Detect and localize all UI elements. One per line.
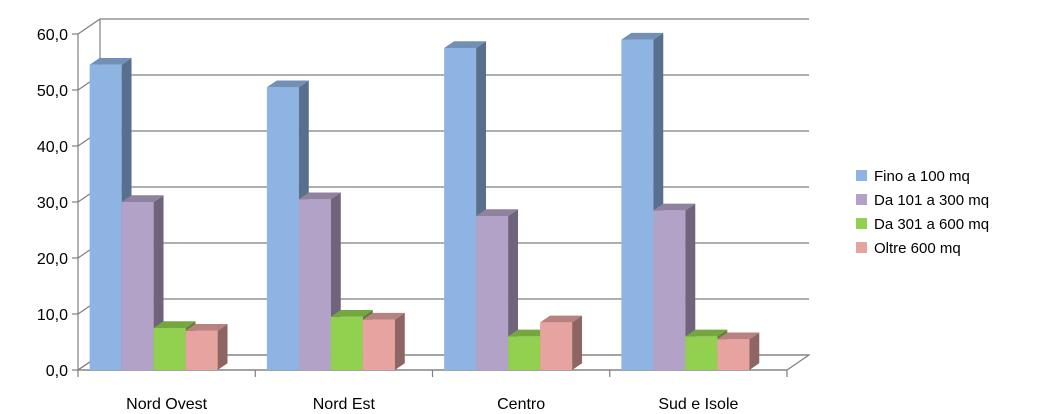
x-category-label: Nord Est	[313, 396, 376, 413]
legend-label: Da 101 a 300 mq	[874, 192, 989, 209]
legend: Fino a 100 mq Da 101 a 300 mq Da 301 a 600…	[856, 168, 989, 257]
x-category-label: Sud e Isole	[658, 396, 738, 413]
bars	[89, 32, 760, 371]
legend-label: Da 301 a 600 mq	[874, 216, 989, 233]
y-tick-label: 50,0	[37, 83, 68, 100]
gridlines	[77, 18, 809, 371]
y-tick-label: 20,0	[37, 251, 68, 268]
x-category-labels: Nord Ovest Nord Est Centro Sud e Isole	[126, 396, 738, 413]
bar	[717, 332, 760, 370]
bar-group	[266, 80, 405, 370]
y-tick-label: 40,0	[37, 139, 68, 156]
legend-label: Fino a 100 mq	[874, 168, 970, 185]
y-tick-label: 0,0	[46, 363, 68, 380]
bar	[362, 312, 405, 370]
x-category-label: Nord Ovest	[126, 396, 207, 413]
bar	[476, 209, 519, 370]
bar	[653, 203, 696, 370]
gridline-side	[77, 18, 101, 35]
y-tick-label: 30,0	[37, 195, 68, 212]
bar	[540, 315, 583, 370]
y-tick-label: 10,0	[37, 307, 68, 324]
legend-item: Da 301 a 600 mq	[856, 216, 989, 233]
bar-group	[89, 58, 228, 371]
legend-item: Oltre 600 mq	[856, 240, 961, 257]
y-tick-labels: 0,0 10,0 20,0 30,0 40,0 50,0 60,0	[37, 27, 68, 380]
bar	[185, 324, 228, 370]
y-tick-label: 60,0	[37, 27, 68, 44]
legend-label: Oltre 600 mq	[874, 240, 961, 257]
bar-group	[621, 32, 760, 370]
legend-item: Da 101 a 300 mq	[856, 192, 989, 209]
bar	[121, 195, 164, 370]
legend-item: Fino a 100 mq	[856, 168, 970, 185]
bar-group	[444, 41, 583, 370]
x-category-label: Centro	[497, 396, 545, 413]
